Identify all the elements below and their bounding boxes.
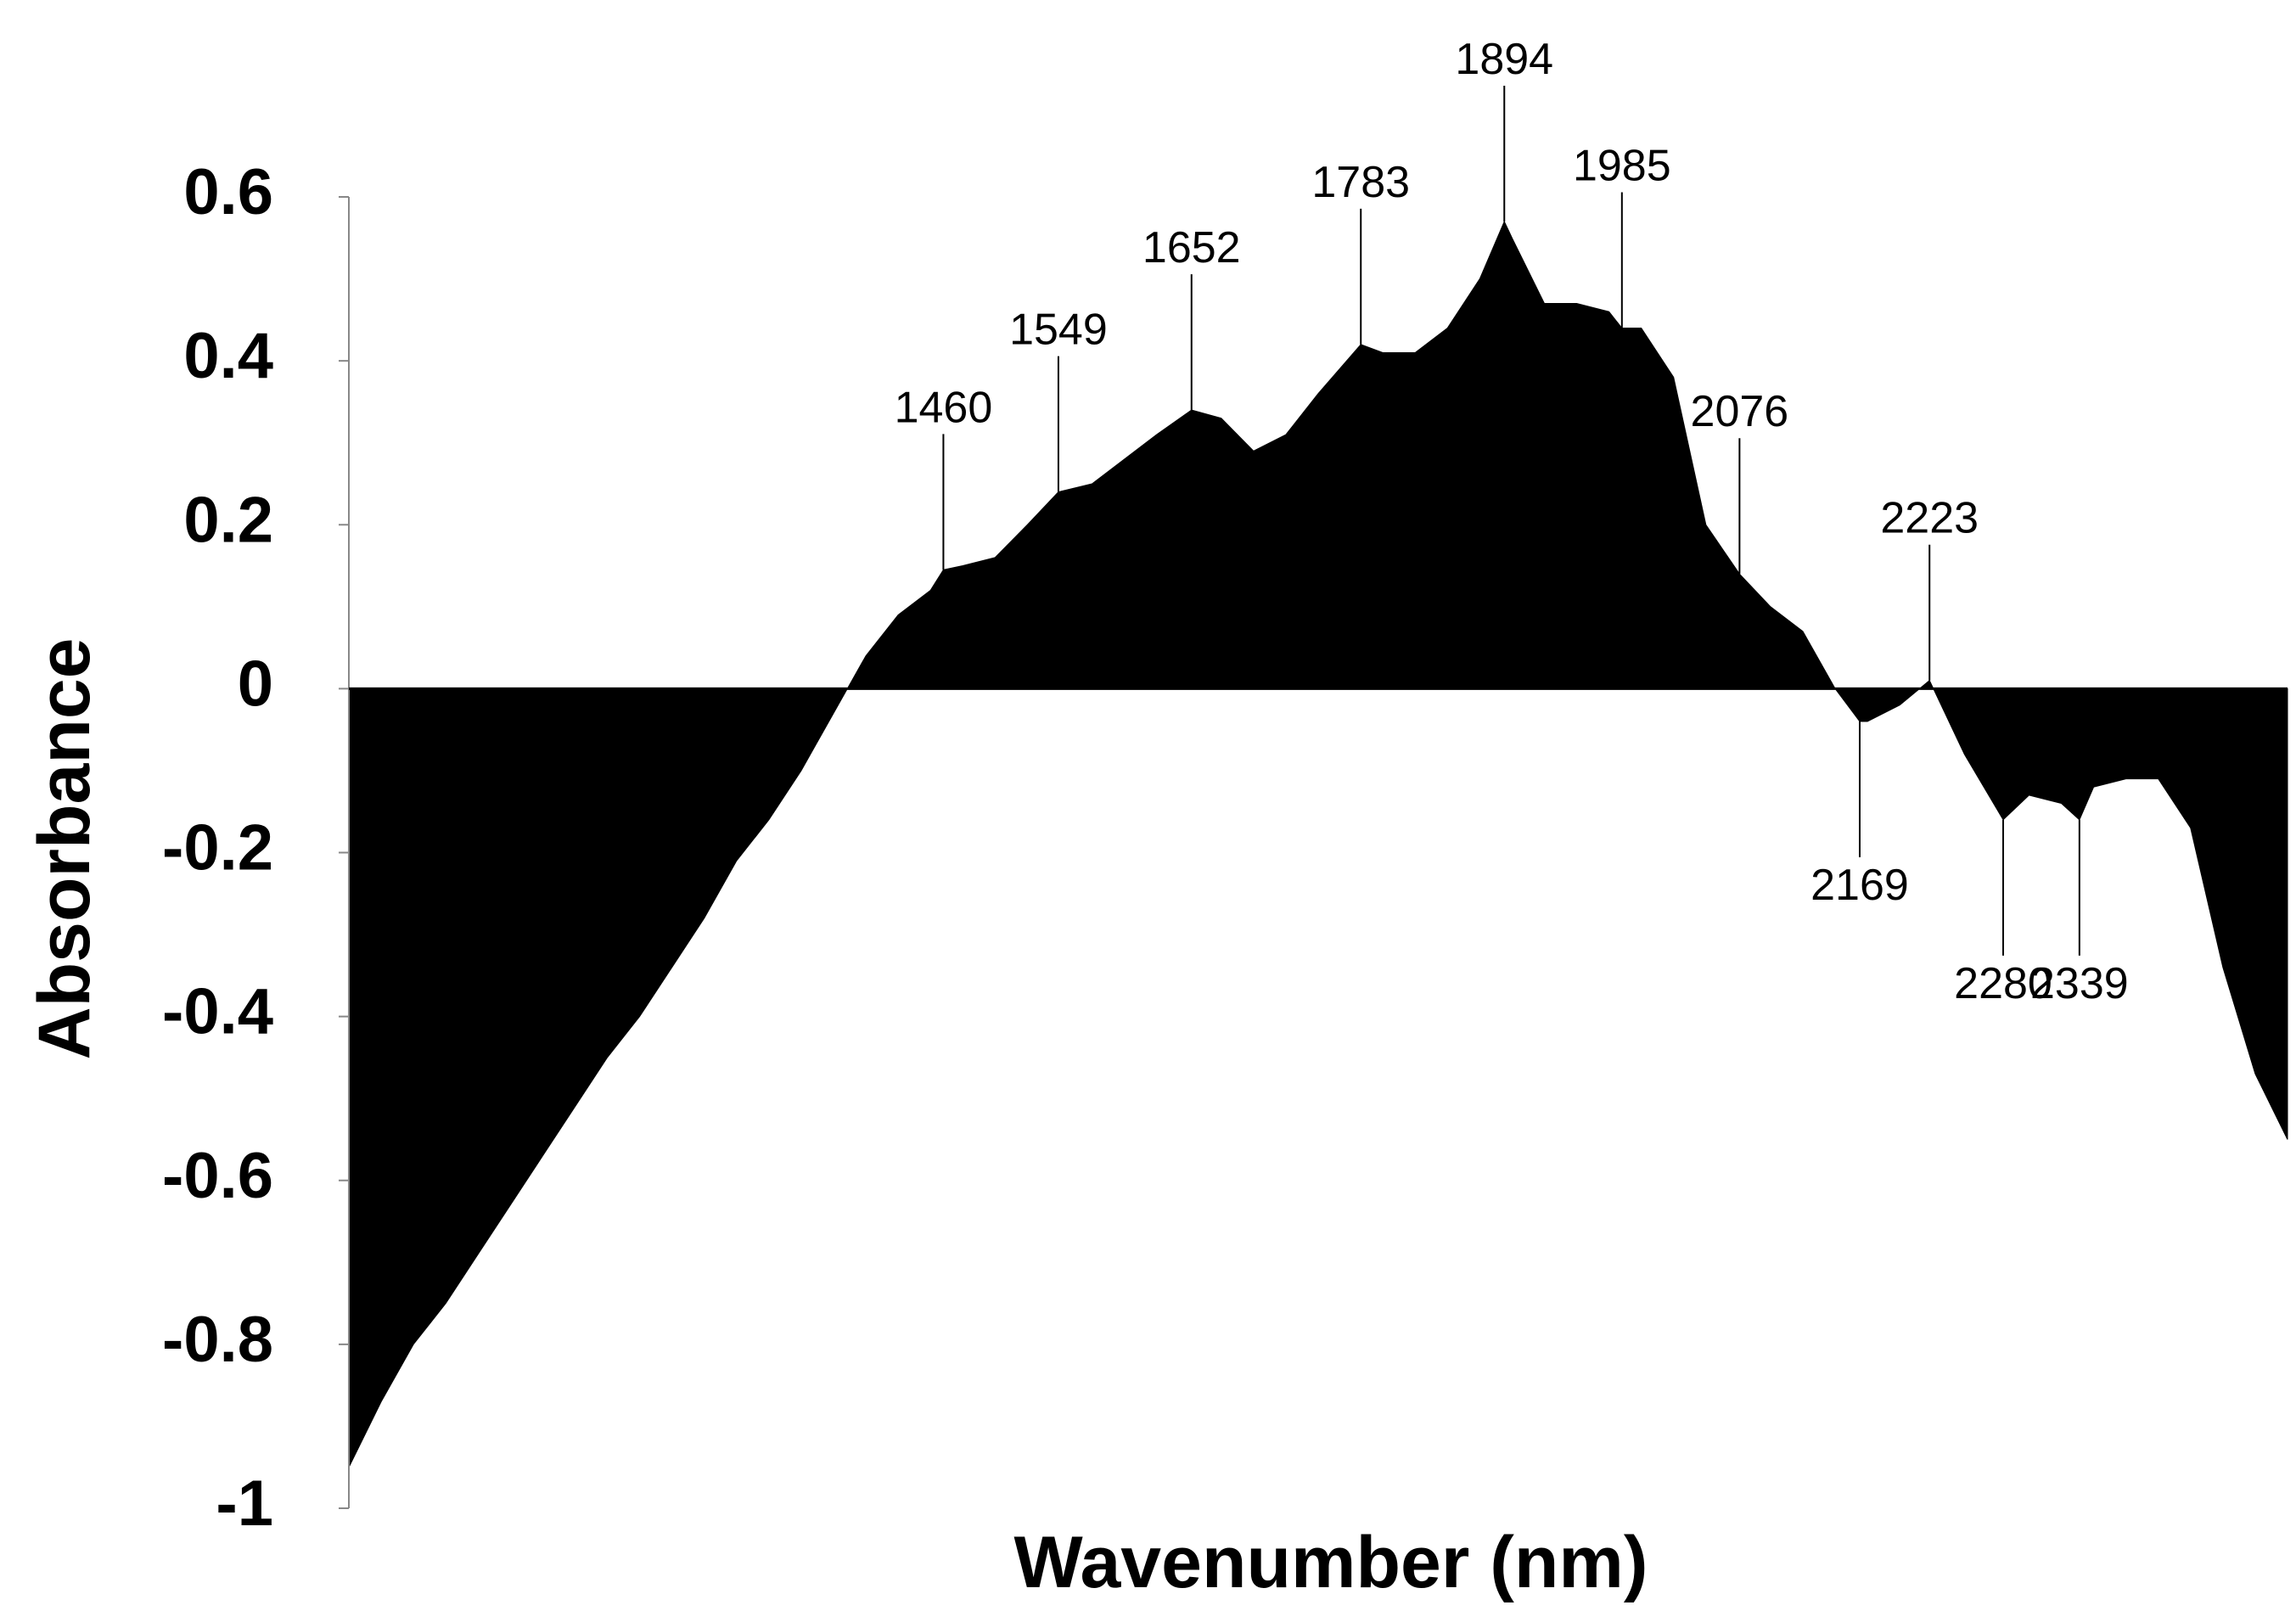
y-tick-label: -0.8 bbox=[162, 1304, 273, 1376]
x-axis-title: Wavenumber (nm) bbox=[1014, 1522, 1648, 1603]
annotation-label: 1460 bbox=[895, 383, 993, 432]
annotation-label: 1783 bbox=[1311, 158, 1410, 207]
y-axis-title: Absorbance bbox=[24, 637, 105, 1059]
annotation-label: 2223 bbox=[1880, 494, 1979, 543]
area bbox=[348, 220, 2288, 1468]
y-tick-label: 0.2 bbox=[183, 484, 273, 556]
y-tick-label: 0 bbox=[238, 648, 273, 720]
y-tick-label: 0.6 bbox=[183, 156, 273, 228]
annotation-label: 2076 bbox=[1691, 387, 1789, 436]
annotation-label: 1549 bbox=[1009, 306, 1108, 355]
y-tick-label: 0.4 bbox=[183, 320, 273, 392]
y-tick-label: -0.4 bbox=[162, 976, 273, 1048]
y-tick-label: -1 bbox=[216, 1468, 273, 1540]
annotation-label: 1894 bbox=[1455, 35, 1553, 84]
annotation-label: 2339 bbox=[2030, 959, 2129, 1008]
annotation-label: 1985 bbox=[1573, 142, 1671, 191]
annotation-label: 2280 bbox=[1954, 959, 2052, 1008]
y-tick-label: -0.6 bbox=[162, 1140, 273, 1212]
annotation-label: 1652 bbox=[1142, 223, 1241, 272]
annotation-label: 2169 bbox=[1810, 861, 1909, 910]
y-tick-label: -0.2 bbox=[162, 812, 273, 884]
